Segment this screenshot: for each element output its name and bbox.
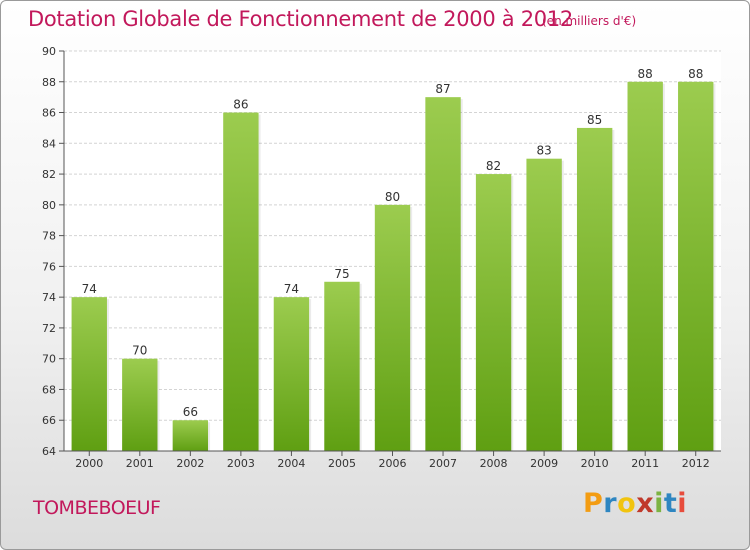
value-label-2005: 75: [334, 267, 349, 281]
value-label-2012: 88: [688, 67, 703, 81]
value-label-2009: 83: [536, 144, 551, 158]
chart-title: Dotation Globale de Fonctionnement de 20…: [28, 7, 573, 31]
x-tick-label-2007: 2007: [429, 457, 457, 470]
logo-letter: i: [677, 488, 688, 519]
value-label-2010: 85: [587, 113, 602, 127]
bar-2006: [374, 204, 411, 451]
bar-2007: [425, 97, 461, 452]
y-tick-label: 90: [42, 45, 56, 58]
y-tick-label: 66: [42, 414, 56, 427]
y-tick-label: 78: [42, 230, 56, 243]
value-label-2003: 86: [233, 98, 248, 112]
value-label-2001: 70: [132, 344, 147, 358]
y-tick-label: 86: [42, 107, 56, 120]
y-tick-label: 76: [42, 260, 56, 273]
x-tick-label-2006: 2006: [379, 457, 407, 470]
y-tick-label: 88: [42, 76, 56, 89]
logo-letter: o: [617, 488, 637, 519]
x-tick-label-2005: 2005: [328, 457, 356, 470]
bar-2008: [475, 174, 512, 452]
x-axis: 2000 2001 2002 2003 2004 2005 2006 2007 2008 2009…: [64, 450, 721, 470]
bar-2003: [223, 112, 259, 452]
bar-2004: [273, 297, 310, 451]
bar-2011: [627, 81, 663, 452]
value-label-2011: 88: [638, 67, 653, 81]
bar-2012: [678, 81, 714, 452]
x-tick-label-2002: 2002: [176, 457, 204, 470]
chart-unit: (en milliers d'€): [542, 14, 637, 28]
logo-letter: r: [603, 488, 618, 519]
value-label-2000: 74: [82, 282, 97, 296]
x-tick-label-2008: 2008: [480, 457, 508, 470]
value-label-2007: 87: [435, 82, 450, 96]
proxiti-logo: Proxiti: [583, 488, 687, 519]
value-label-2006: 80: [385, 190, 400, 204]
logo-letter: t: [663, 488, 678, 519]
x-tick-label-2012: 2012: [682, 457, 710, 470]
x-tick-label-2001: 2001: [126, 457, 154, 470]
x-tick-label-2009: 2009: [530, 457, 558, 470]
bar-2005: [324, 281, 360, 451]
x-tick-label-2004: 2004: [277, 457, 305, 470]
x-tick-label-2003: 2003: [227, 457, 255, 470]
bar-2002: [172, 420, 209, 451]
y-tick-label: 72: [42, 322, 56, 335]
bar-2009: [526, 158, 562, 451]
commune-name: TOMBEBOEUF: [33, 497, 161, 519]
y-tick-label: 82: [42, 168, 56, 181]
bar-2000: [71, 297, 107, 451]
logo-letter: P: [583, 488, 604, 519]
y-tick-label: 80: [42, 199, 56, 212]
y-axis: 64 66 68 70 72 74 76 78 80 82 84 86 88 90: [42, 45, 65, 458]
bars: [71, 81, 716, 452]
x-tick-label-2010: 2010: [581, 457, 609, 470]
y-tick-label: 84: [42, 137, 56, 150]
x-tick-label-2011: 2011: [631, 457, 659, 470]
bar-2001: [122, 358, 158, 451]
y-tick-label: 68: [42, 383, 56, 396]
bar-2010: [576, 127, 613, 451]
y-tick-label: 74: [42, 291, 56, 304]
y-tick-label: 70: [42, 353, 56, 366]
value-label-2004: 74: [284, 282, 299, 296]
y-tick-label: 64: [42, 445, 56, 458]
logo-letter: x: [636, 488, 655, 519]
x-tick-label-2000: 2000: [75, 457, 103, 470]
logo-letter: i: [654, 488, 664, 519]
value-label-2008: 82: [486, 159, 501, 173]
value-label-2002: 66: [183, 405, 198, 419]
value-labels: 74 70 66 86 74 75 80 87 82 83 85 88 88: [82, 67, 704, 419]
